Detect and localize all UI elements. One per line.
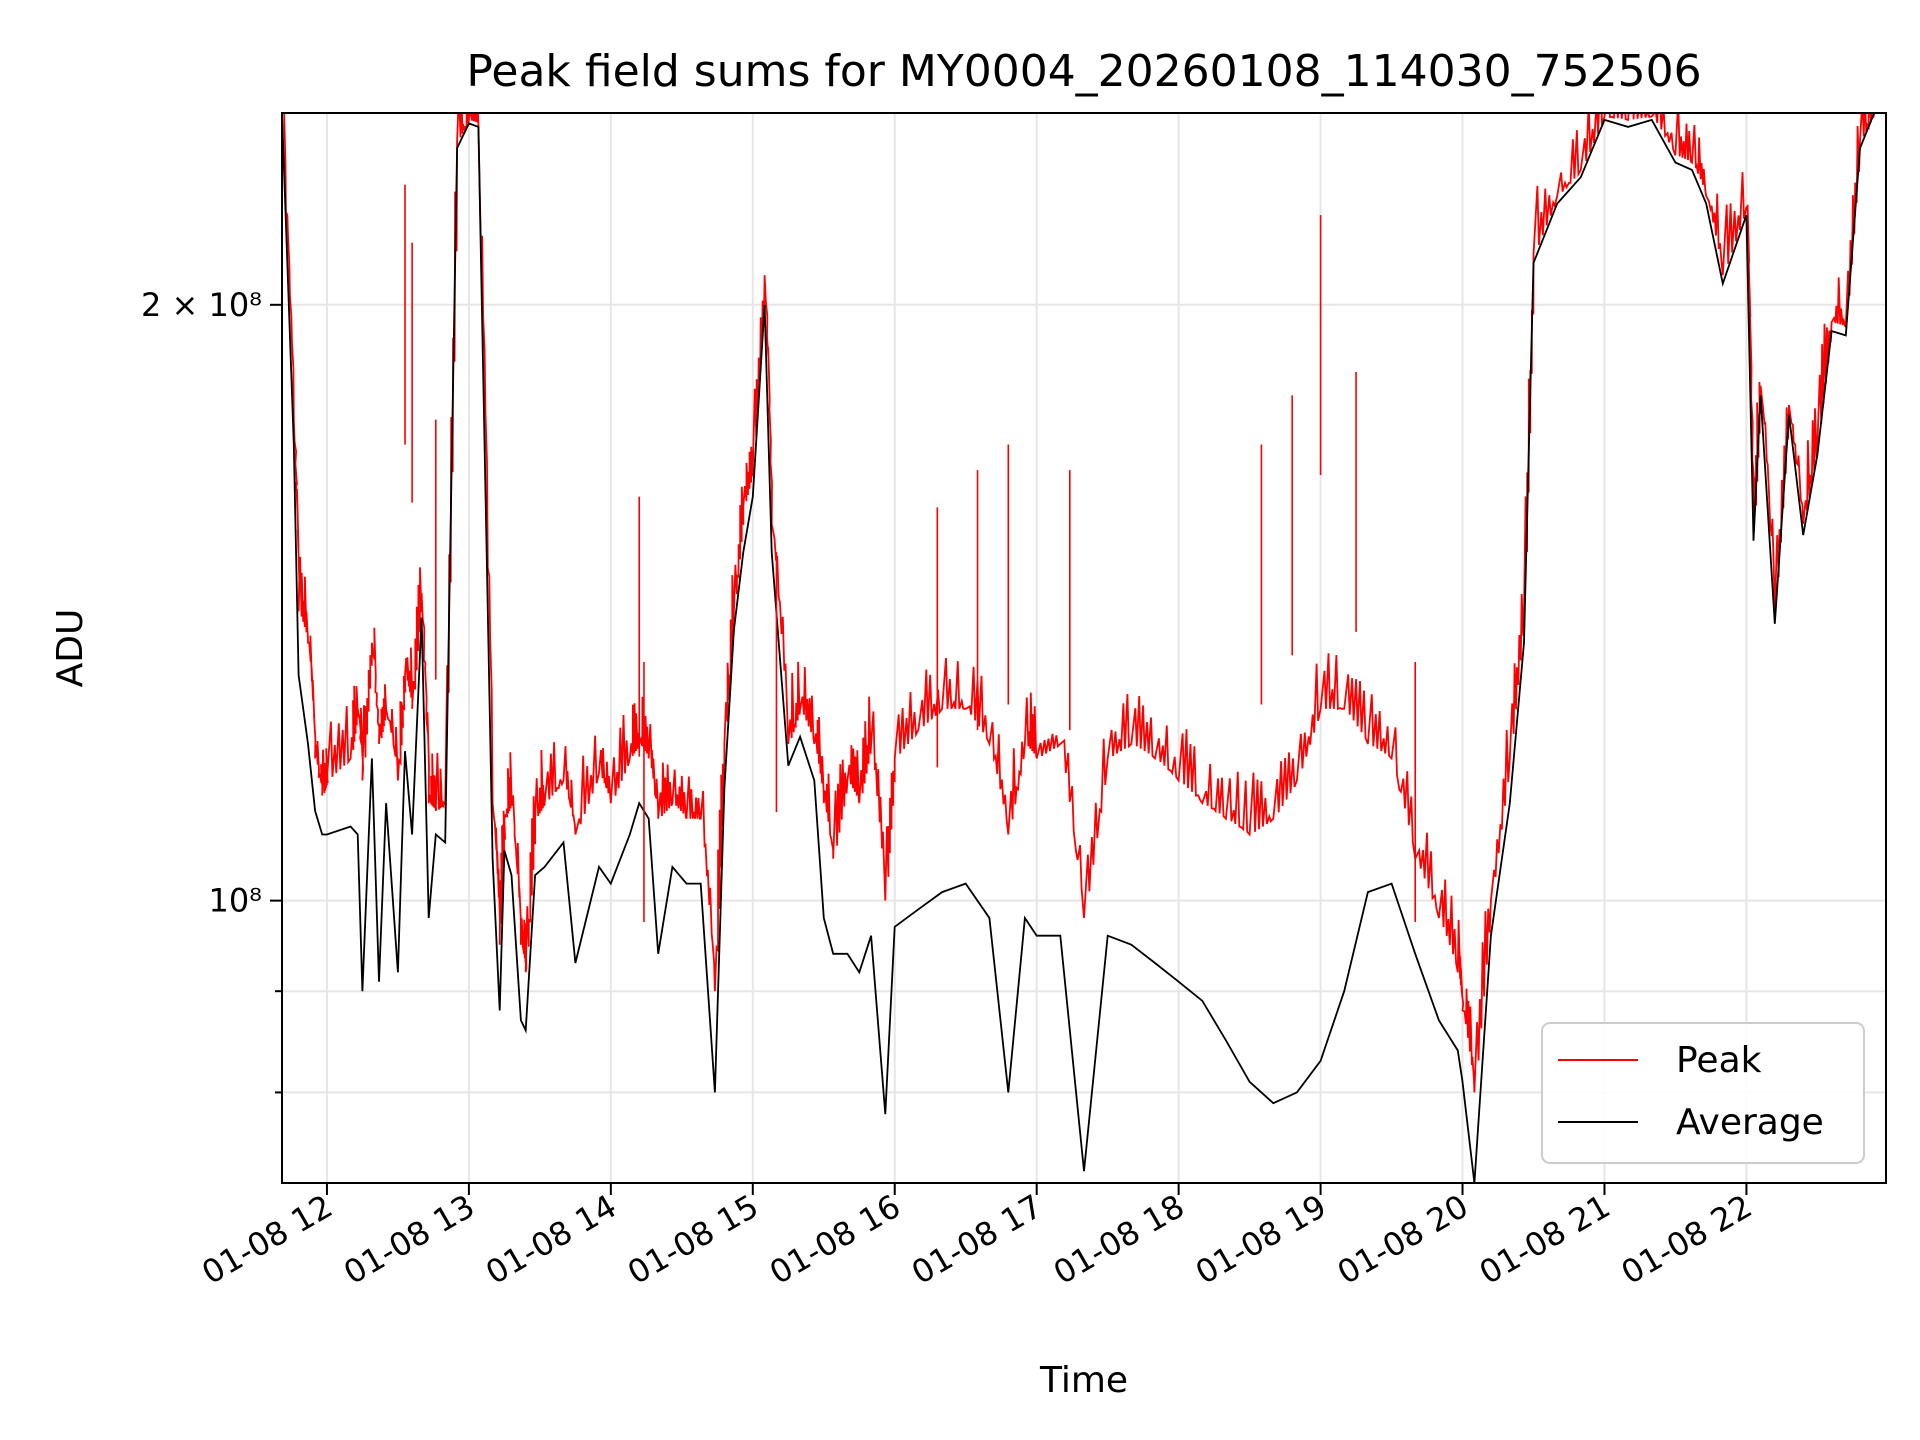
x-tick-label: 01-08 15 (621, 1187, 765, 1292)
x-tick-label: 01-08 14 (479, 1187, 623, 1292)
x-tick-label: 01-08 12 (195, 1187, 339, 1292)
series-line-average (282, 113, 1886, 1183)
grid-lines (282, 113, 1886, 1183)
y-tick-label: 2 × 10⁸ (141, 286, 262, 324)
x-tick-label: 01-08 16 (763, 1187, 907, 1292)
legend: Peak Average (1541, 1022, 1865, 1164)
legend-label-peak: Peak (1676, 1040, 1762, 1081)
y-axis-label: ADU (50, 609, 91, 688)
x-tick-label: 01-08 13 (337, 1187, 481, 1292)
x-tick-label: 01-08 21 (1473, 1187, 1617, 1292)
x-tick-label: 01-08 22 (1615, 1187, 1759, 1292)
legend-label-average: Average (1676, 1102, 1824, 1143)
x-tick-label: 01-08 18 (1047, 1187, 1191, 1292)
x-tick-label: 01-08 20 (1331, 1187, 1475, 1292)
legend-box (1541, 1022, 1865, 1164)
plot-frame (281, 112, 1887, 1184)
x-axis-label: Time (1039, 1360, 1128, 1401)
x-tick-label: 01-08 19 (1189, 1187, 1333, 1292)
series-line-peak (282, 113, 1886, 1093)
y-tick-label: 10⁸ (208, 882, 262, 920)
series-lines (282, 113, 1886, 1183)
chart-title: Peak field sums for MY0004_20260108_1140… (466, 46, 1701, 97)
x-tick-label: 01-08 17 (905, 1187, 1049, 1292)
